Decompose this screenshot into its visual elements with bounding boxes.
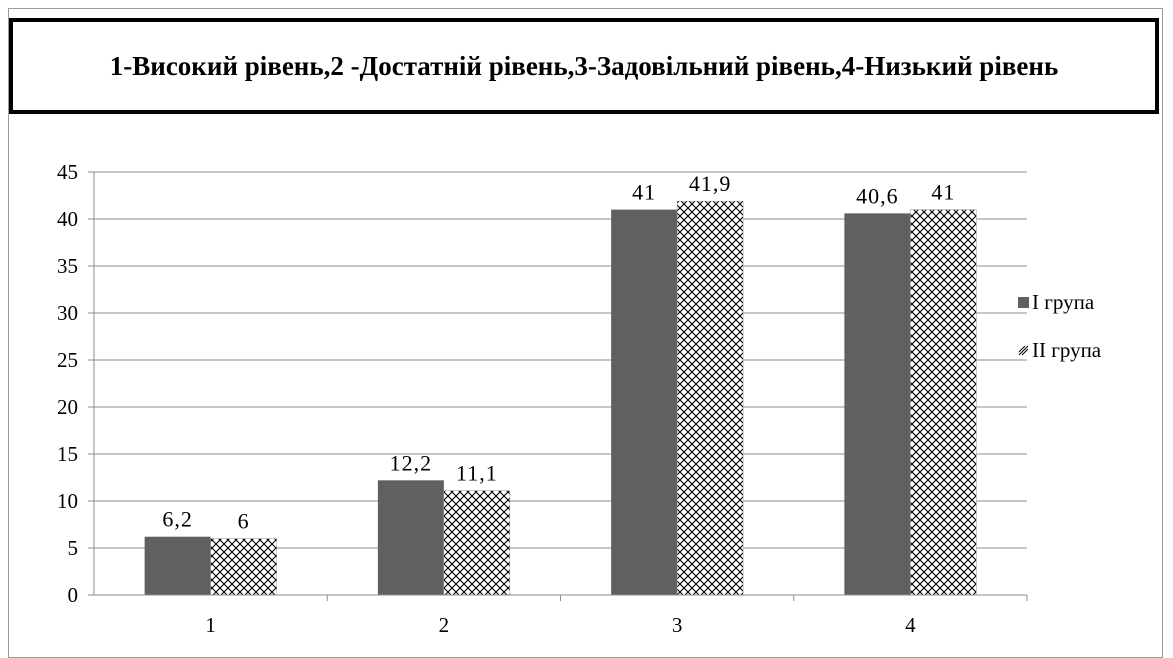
chart-title-box: 1-Високий рівень,2 -Достатній рівень,3-З… (9, 18, 1159, 114)
y-tick-label: 0 (68, 583, 79, 607)
bar-series-1 (844, 213, 911, 596)
bar-series-1 (611, 209, 678, 595)
x-tick-label: 1 (205, 613, 216, 637)
chart-title: 1-Високий рівень,2 -Достатній рівень,3-З… (109, 51, 1059, 81)
y-tick-label: 5 (68, 536, 79, 560)
x-tick-label: 4 (905, 613, 916, 637)
data-label: 41 (632, 180, 656, 205)
bar-series-2 (910, 209, 977, 596)
data-label: 6,2 (162, 507, 193, 532)
legend: І група ІІ група (1018, 290, 1101, 386)
y-tick-label: 40 (57, 207, 78, 231)
y-tick-label: 15 (57, 442, 78, 466)
y-tick-label: 35 (57, 254, 78, 278)
data-label: 41 (931, 180, 955, 205)
bar-series-2 (676, 200, 744, 596)
legend-swatch-series-1 (1018, 296, 1029, 308)
y-tick-label: 20 (57, 395, 78, 419)
y-tick-label: 10 (57, 489, 78, 513)
data-label: 40,6 (856, 183, 899, 208)
legend-label-series-1: І група (1032, 289, 1095, 314)
bar-series-2 (443, 490, 511, 596)
data-label: 12,2 (390, 450, 433, 475)
x-tick-label: 3 (672, 613, 683, 637)
y-tick-label: 45 (57, 160, 78, 184)
legend-label-series-2: ІІ група (1032, 337, 1102, 362)
x-tick-label: 2 (439, 613, 450, 637)
bar-series-1 (144, 536, 211, 595)
legend-item-series-1: І група (1018, 290, 1101, 314)
legend-swatch-series-2 (1018, 345, 1029, 355)
axes: 0 5 10 15 20 25 30 35 40 45 1 2 3 4 (57, 160, 1028, 637)
bar-series-1 (377, 480, 444, 595)
legend-item-series-2: ІІ група (1018, 338, 1101, 362)
bar-series-2 (210, 538, 277, 596)
y-tick-label: 25 (57, 348, 78, 372)
y-tick-label: 30 (57, 301, 78, 325)
data-label: 6 (238, 509, 250, 534)
bars (144, 200, 977, 596)
data-label: 11,1 (456, 461, 498, 486)
data-label: 41,9 (689, 171, 732, 196)
data-labels: 6,2 6 12,2 11,1 41 41,9 40,6 41 (162, 171, 955, 534)
